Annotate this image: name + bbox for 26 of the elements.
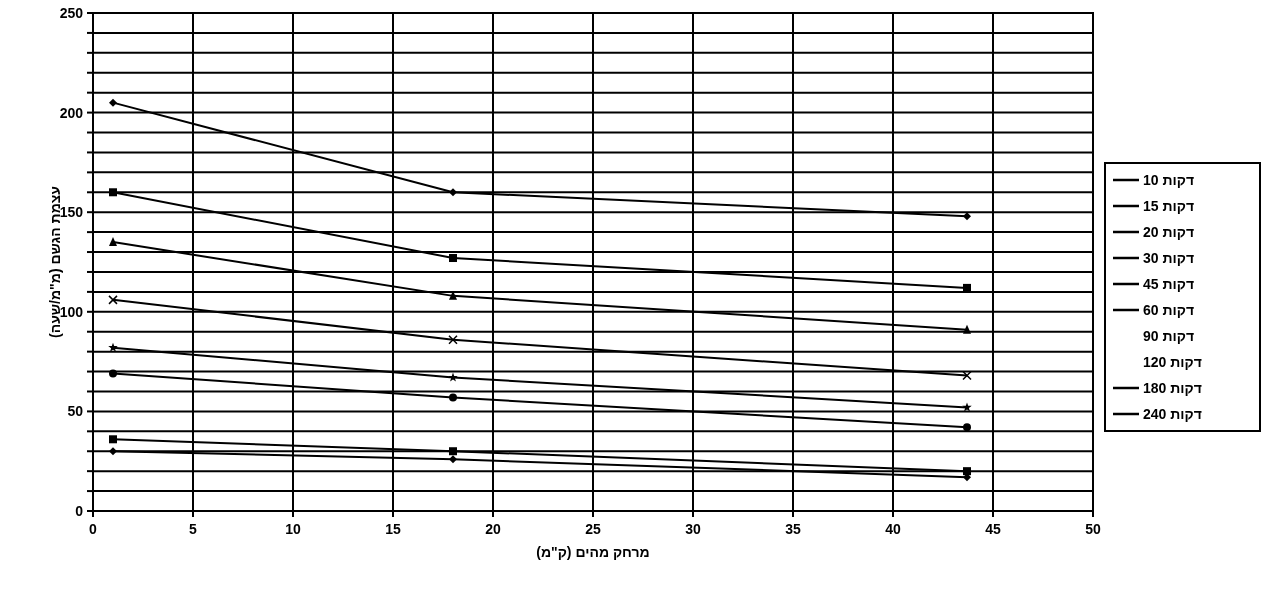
x-tick-label: 50 — [1085, 521, 1101, 537]
x-tick-label: 45 — [985, 521, 1001, 537]
x-tick-label: 0 — [89, 521, 98, 537]
text: 90 דקות — [1143, 328, 1195, 344]
legend-label: 10 דקות — [1143, 172, 1195, 188]
legend-label: 45 דקות — [1143, 276, 1195, 292]
x-tick-label: 5 — [189, 521, 198, 537]
y-tick-label: 50 — [67, 403, 84, 420]
x-tick-label: 20 — [485, 521, 501, 537]
x-tick-label: 35 — [785, 521, 801, 537]
x-tick-label: 30 — [685, 521, 701, 537]
y-tick-label: 250 — [59, 5, 84, 21]
legend-label: 240 דקות — [1143, 406, 1202, 422]
legend-label: 20 דקות — [1143, 224, 1195, 240]
x-tick-label: 40 — [885, 521, 901, 537]
x-axis-title: מרחק מהים (ק"מ) — [536, 544, 650, 560]
x-tick-label: 25 — [585, 521, 601, 537]
y-tick-label: 200 — [59, 104, 84, 121]
legend-label: 180 דקות — [1143, 380, 1202, 396]
y-tick-label: 0 — [75, 503, 84, 519]
legend-label: 60 דקות — [1143, 302, 1195, 318]
text: 120 דקות — [1143, 354, 1202, 370]
legend-label: 30 דקות — [1143, 250, 1195, 266]
legend-label: 15 דקות — [1143, 198, 1195, 214]
x-tick-label: 10 — [285, 521, 301, 537]
x-tick-label: 15 — [385, 521, 401, 537]
